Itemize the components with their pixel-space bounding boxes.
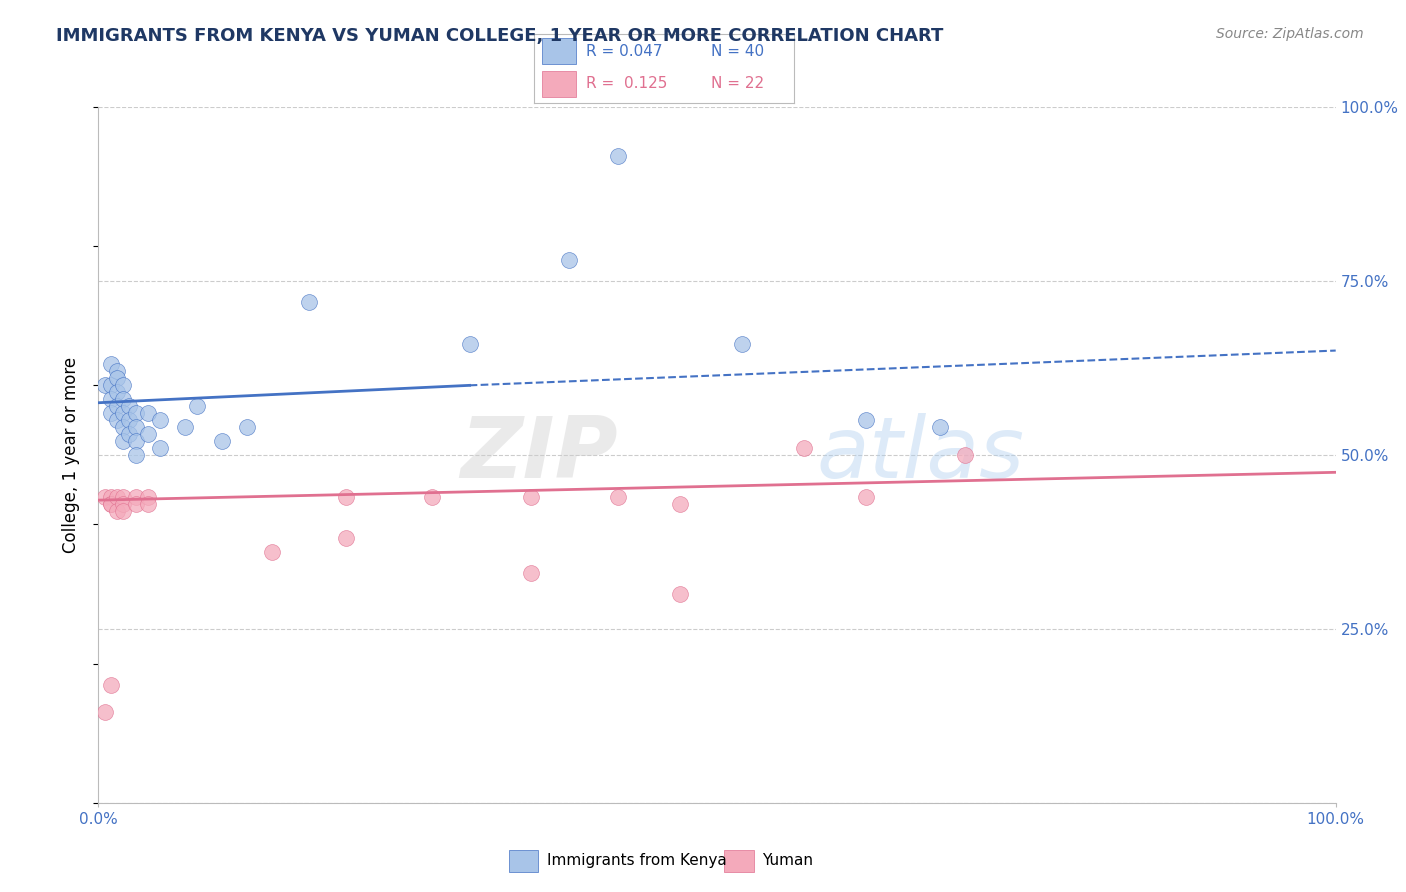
Point (100, 497, 122, 511)
Point (112, 434, 135, 448)
Y-axis label: College, 1 year or more: College, 1 year or more (62, 357, 80, 553)
Text: Yuman: Yuman (762, 854, 813, 868)
Point (928, 420, 950, 434)
Point (174, 420, 197, 434)
Point (793, 441, 815, 455)
Point (335, 490, 357, 504)
Point (607, 149, 630, 163)
Point (298, 294, 321, 309)
Point (136, 427, 159, 442)
Point (112, 406, 135, 420)
Point (149, 441, 172, 455)
Text: IMMIGRANTS FROM KENYA VS YUMAN COLLEGE, 1 YEAR OR MORE CORRELATION CHART: IMMIGRANTS FROM KENYA VS YUMAN COLLEGE, … (56, 27, 943, 45)
Point (855, 490, 877, 504)
Point (118, 427, 141, 442)
Point (100, 677, 122, 691)
Point (124, 420, 146, 434)
Point (105, 364, 128, 378)
Point (953, 448, 976, 462)
Point (520, 490, 543, 504)
Point (211, 434, 233, 448)
Point (124, 434, 146, 448)
Point (105, 413, 128, 427)
Text: Immigrants from Kenya: Immigrants from Kenya (547, 854, 727, 868)
Text: N = 40: N = 40 (711, 44, 765, 59)
Point (100, 497, 122, 511)
Point (112, 490, 135, 504)
Point (260, 545, 283, 559)
Point (149, 413, 172, 427)
Point (118, 399, 141, 413)
Text: R =  0.125: R = 0.125 (586, 76, 668, 91)
Point (105, 371, 128, 385)
Point (100, 358, 122, 372)
Bar (509, 849, 538, 872)
Text: N = 22: N = 22 (711, 76, 765, 91)
Point (105, 399, 128, 413)
Point (136, 406, 159, 420)
Point (93, 706, 115, 720)
Point (557, 253, 579, 268)
Point (100, 392, 122, 407)
Text: ZIP: ZIP (460, 413, 619, 497)
Bar (543, 71, 576, 97)
Point (124, 448, 146, 462)
Point (105, 385, 128, 400)
Point (112, 378, 135, 392)
Point (112, 497, 135, 511)
Point (124, 406, 146, 420)
Point (136, 490, 159, 504)
Point (105, 490, 128, 504)
Text: atlas: atlas (815, 413, 1024, 497)
Point (607, 490, 630, 504)
Point (93, 490, 115, 504)
Text: Source: ZipAtlas.com: Source: ZipAtlas.com (1216, 27, 1364, 41)
Point (335, 532, 357, 546)
Point (112, 392, 135, 407)
Text: R = 0.047: R = 0.047 (586, 44, 662, 59)
Bar (724, 849, 754, 872)
Point (669, 497, 692, 511)
Bar (543, 38, 576, 64)
Point (112, 503, 135, 517)
Point (100, 406, 122, 420)
Point (124, 490, 146, 504)
Point (124, 497, 146, 511)
Point (136, 497, 159, 511)
Point (100, 490, 122, 504)
Point (731, 336, 754, 351)
Point (458, 336, 481, 351)
Point (186, 399, 208, 413)
Point (422, 490, 444, 504)
Point (118, 413, 141, 427)
Point (855, 413, 877, 427)
Point (93, 378, 115, 392)
Point (669, 587, 692, 601)
Point (520, 566, 543, 581)
Point (105, 503, 128, 517)
Point (100, 378, 122, 392)
Point (236, 420, 259, 434)
Point (112, 420, 135, 434)
